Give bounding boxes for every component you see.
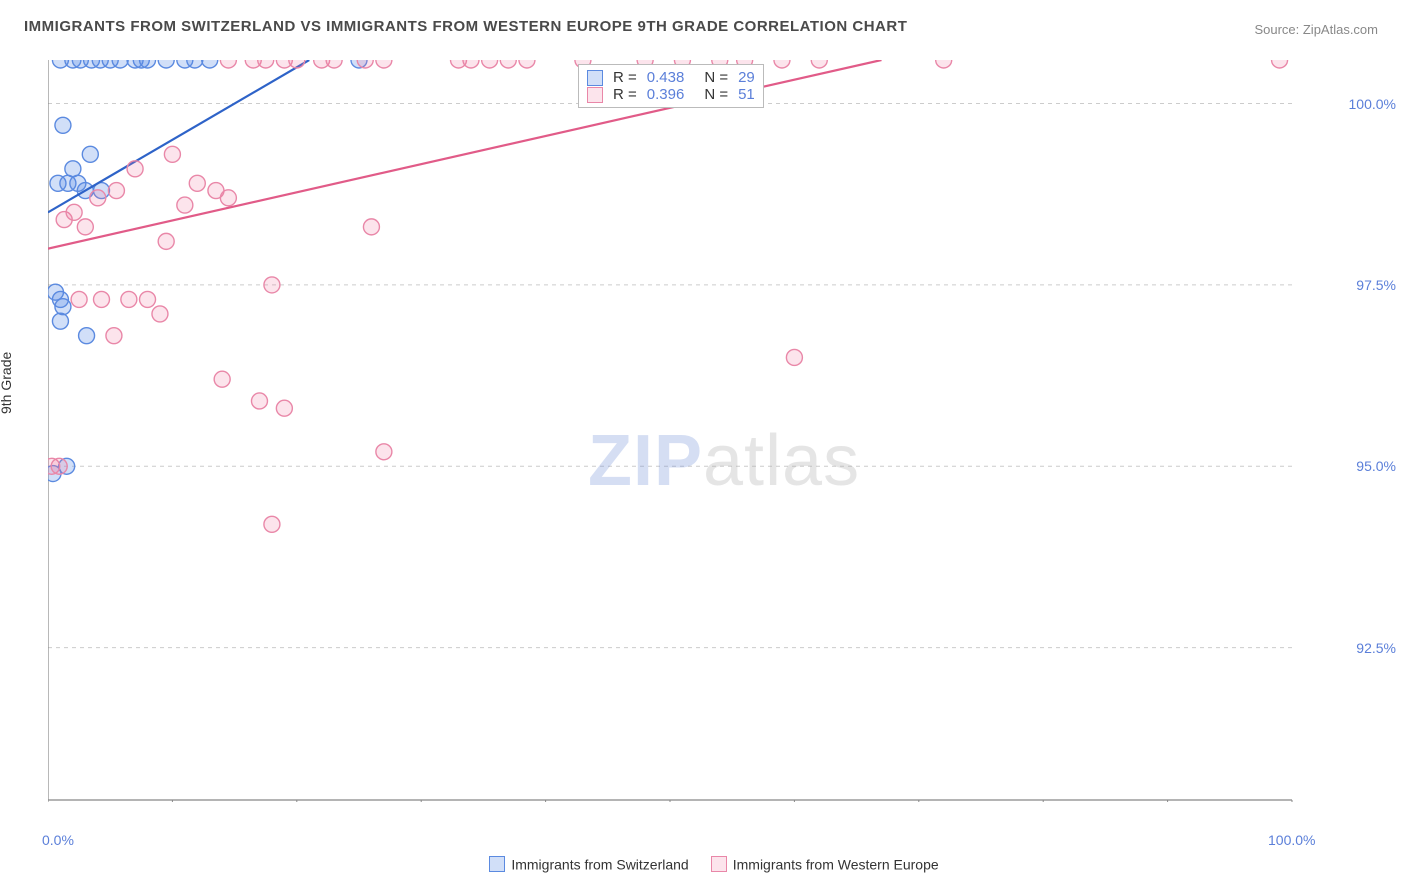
stat-n-value: 29: [738, 69, 755, 86]
legend-swatch: [587, 70, 603, 86]
scatter-chart: [48, 60, 1358, 802]
legend-swatch: [711, 856, 727, 872]
legend-label: Immigrants from Switzerland: [511, 856, 688, 872]
legend-label: Immigrants from Western Europe: [733, 856, 939, 872]
stat-n-value: 51: [738, 86, 755, 103]
y-tick-label: 100.0%: [1349, 96, 1396, 112]
x-tick-label-left: 0.0%: [42, 832, 74, 848]
stat-n-label: N =: [704, 69, 728, 86]
source-link[interactable]: ZipAtlas.com: [1303, 22, 1378, 37]
y-tick-label: 97.5%: [1356, 277, 1396, 293]
stats-row: R = 0.396 N = 51: [587, 86, 755, 103]
y-tick-label: 95.0%: [1356, 458, 1396, 474]
stat-r-label: R =: [613, 86, 637, 103]
y-tick-label: 92.5%: [1356, 640, 1396, 656]
bottom-legend: Immigrants from Switzerland Immigrants fr…: [0, 855, 1406, 872]
y-axis-label: 9th Grade: [0, 352, 14, 414]
legend-swatch: [489, 856, 505, 872]
source-credit: Source: ZipAtlas.com: [1254, 22, 1378, 37]
stat-r-label: R =: [613, 69, 637, 86]
stat-r-value: 0.396: [647, 86, 685, 103]
x-tick-label-right: 100.0%: [1268, 832, 1315, 848]
chart-title: IMMIGRANTS FROM SWITZERLAND VS IMMIGRANT…: [24, 18, 907, 35]
correlation-stats-box: R = 0.438 N = 29 R = 0.396 N = 51: [578, 64, 764, 108]
source-prefix: Source:: [1254, 22, 1302, 37]
stat-n-label: N =: [704, 86, 728, 103]
stats-row: R = 0.438 N = 29: [587, 69, 755, 86]
stat-r-value: 0.438: [647, 69, 685, 86]
chart-area: ZIPatlas R =0.438N =29R =0.396N =51 92.5…: [48, 60, 1358, 800]
legend-swatch: [587, 87, 603, 103]
